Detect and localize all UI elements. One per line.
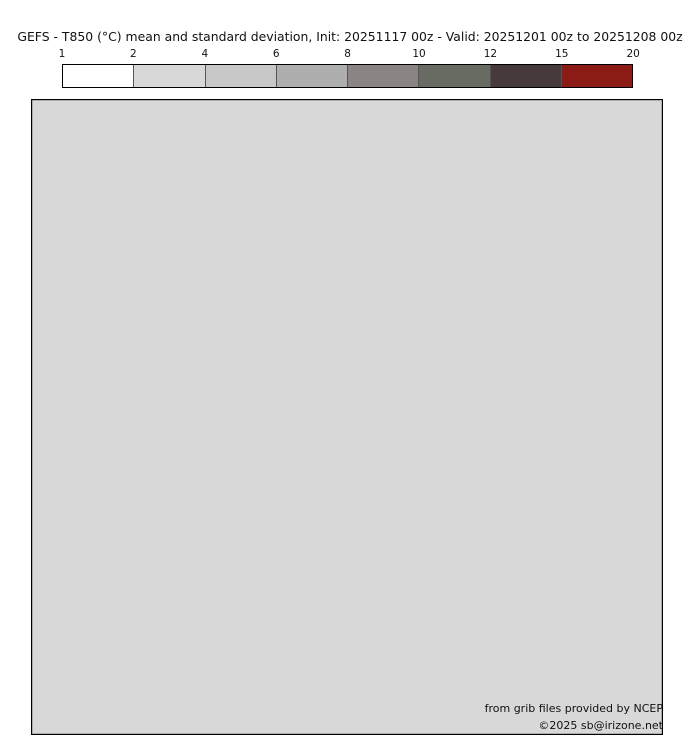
colorbar	[62, 64, 633, 88]
colorbar-tick-label: 1	[58, 48, 66, 60]
colorbar-segment	[560, 65, 632, 87]
colorbar-segment	[204, 65, 276, 87]
credit-copyright: ©2025 sb@irizone.net	[538, 719, 663, 732]
colorbar-tick-label: 12	[483, 48, 498, 60]
colorbar-tick-label: 8	[344, 48, 351, 60]
colorbar-tick-label: 6	[272, 48, 280, 60]
colorbar-segment	[418, 65, 490, 87]
colorbar-segment	[347, 65, 419, 87]
map-frame	[31, 99, 663, 735]
colorbar-segment	[275, 65, 347, 87]
colorbar-tick-label: 15	[555, 48, 569, 60]
colorbar-tick-label: 2	[130, 48, 137, 60]
colorbar-tick-label: 4	[201, 48, 209, 60]
colorbar-tick-label: 20	[626, 48, 640, 60]
colorbar-segment	[133, 65, 205, 87]
std-dev-base	[31, 99, 663, 735]
chart-title: GEFS - T850 (°C) mean and standard devia…	[17, 29, 683, 44]
colorbar-tick-label: 10	[412, 48, 426, 60]
map-canvas: 1612840-8-4812-12-20-48121612-8-12-16-40…	[31, 99, 663, 735]
colorbar-segment	[489, 65, 561, 87]
colorbar-segment	[63, 65, 134, 87]
credit-source: from grib files provided by NCEP	[484, 702, 663, 715]
